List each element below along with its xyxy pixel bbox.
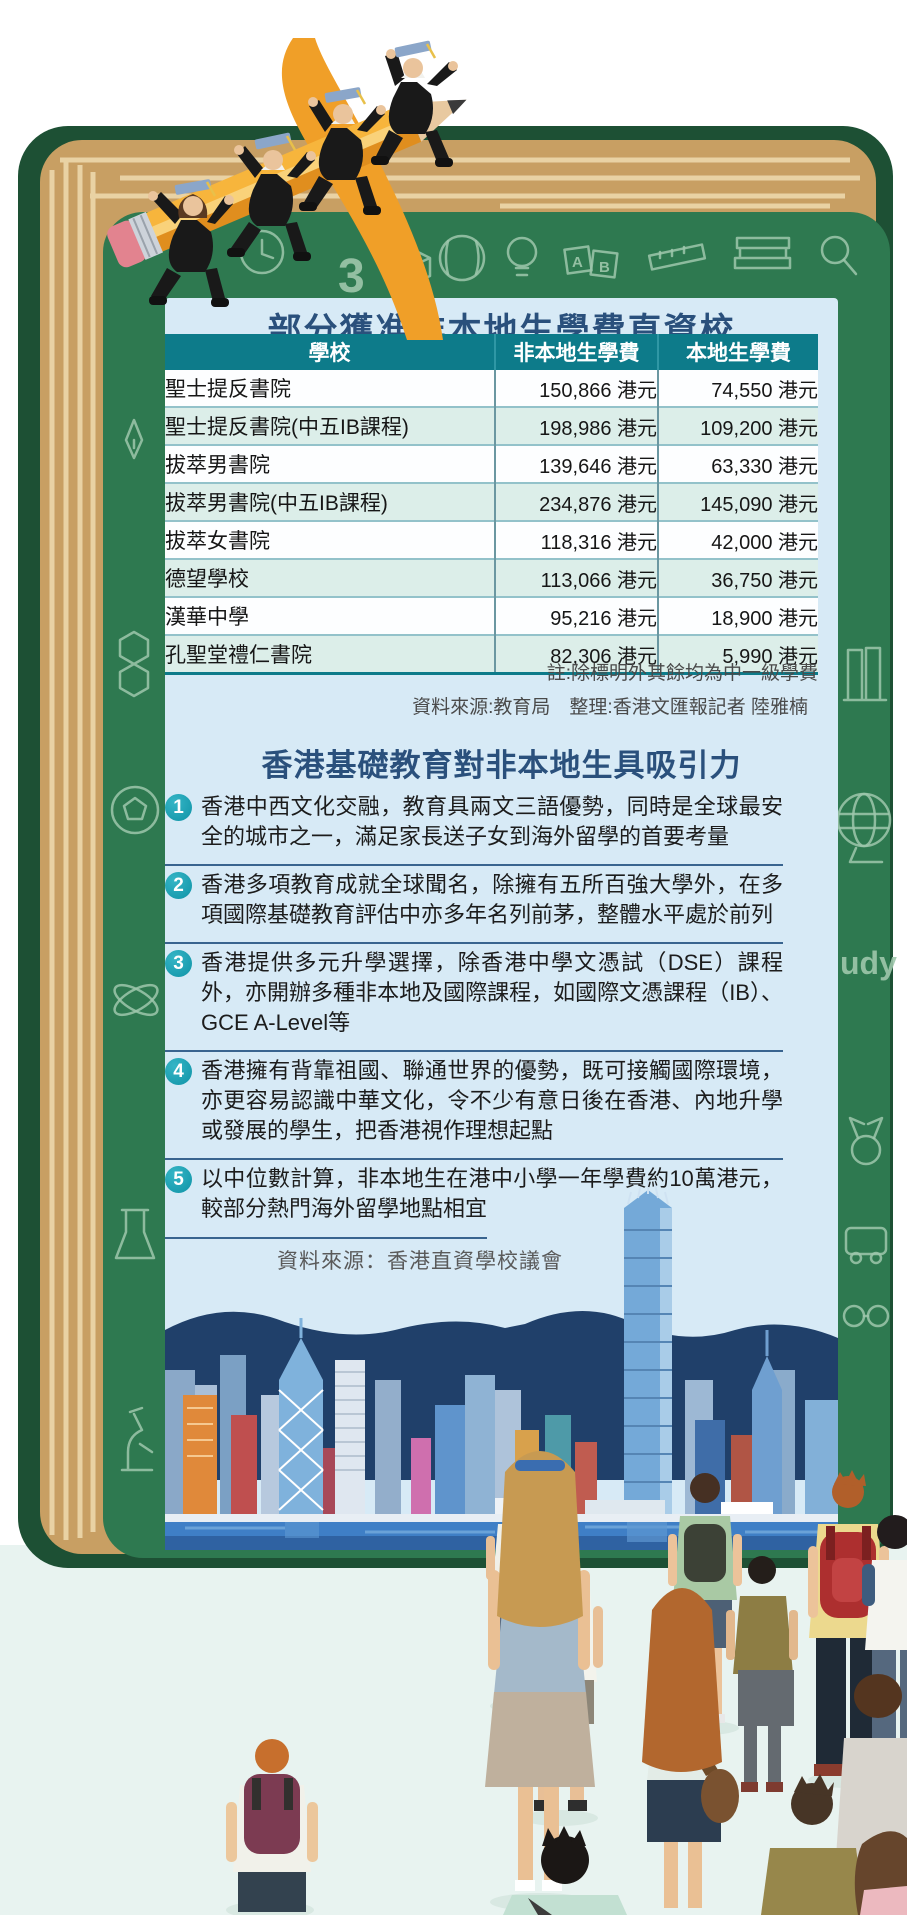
school-name-cell: 聖士提反書院(中五IB課程) xyxy=(165,406,495,445)
central-plaza-tower xyxy=(752,1330,782,1522)
column-header: 本地生學費 xyxy=(657,334,818,370)
school-name-cell: 拔萃女書院 xyxy=(165,520,495,559)
item-number-badge: 4 xyxy=(165,1058,192,1085)
list-item-text: 香港提供多元升學選擇，除香港中學文憑試（DSE）課程外，亦開辦多種非本地及國際課… xyxy=(201,950,783,1035)
local-fee-cell: 109,200 港元 xyxy=(657,406,818,445)
nonlocal-fee-cell: 234,876 港元 xyxy=(494,482,658,521)
person-far-left-boy xyxy=(226,1739,318,1912)
person-olive-kid xyxy=(726,1556,798,1792)
school-name-cell: 漢華中學 xyxy=(165,596,495,635)
table-row: 聖士提反書院 150,866 港元 74,550 港元 xyxy=(165,370,818,407)
list-item-text: 香港中西文化交融，教育具兩文三語優勢，同時是全球最安全的城市之一，滿足家長送子女… xyxy=(201,794,783,849)
table-row: 孔聖堂禮仁書院 82,306 港元 5,990 港元 xyxy=(165,634,818,675)
bottom-source: 資料來源：香港直資學校議會 xyxy=(277,1250,563,1273)
table-row: 德望學校 113,066 港元 36,750 港元 xyxy=(165,558,818,597)
graduate-figure-3 xyxy=(299,87,386,215)
pencil-illustration xyxy=(107,38,467,340)
magnifier-doodle xyxy=(820,235,858,276)
local-fee-cell: 74,550 港元 xyxy=(657,370,818,407)
local-fee-cell: 36,750 港元 xyxy=(657,558,818,597)
book-stack-doodle xyxy=(733,236,792,270)
chalk-study-text: udy xyxy=(840,945,897,981)
school-name-cell: 拔萃男書院 xyxy=(165,444,495,483)
local-fee-cell: 145,090 港元 xyxy=(657,482,818,521)
school-name-cell: 拔萃男書院(中五IB課程) xyxy=(165,482,495,521)
person-black-bob-girl xyxy=(862,1515,907,1740)
graduate-figure-4 xyxy=(371,40,458,167)
person-olive-bottom xyxy=(761,1774,865,1915)
local-fee-cell: 63,330 港元 xyxy=(657,444,818,483)
nonlocal-fee-cell: 150,866 港元 xyxy=(494,370,658,407)
ruler-doodle xyxy=(647,243,707,271)
item-number-badge: 5 xyxy=(165,1166,192,1193)
appeal-section-title: 香港基礎教育對非本地生具吸引力 xyxy=(261,748,742,783)
table-credits: 資料來源:教育局 整理:香港文匯報記者 陸雅楠 xyxy=(412,697,808,718)
list-item: 2 香港多項教育成就全球聞名，除擁有五所百強大學外，在多項國際基礎教育評估中亦多年… xyxy=(165,870,783,944)
globe-doodle xyxy=(836,792,892,864)
local-fee-cell: 5,990 港元 xyxy=(657,634,818,675)
bus-doodle xyxy=(844,1226,888,1265)
glasses-doodle xyxy=(842,1304,890,1328)
nonlocal-fee-cell: 118,316 港元 xyxy=(494,520,658,559)
svg-text:A: A xyxy=(572,254,583,271)
beaker-doodle xyxy=(114,1208,156,1260)
soccer-ball-doodle xyxy=(110,785,160,835)
graduate-figure-1 xyxy=(148,179,234,307)
item-number-badge: 2 xyxy=(165,872,192,899)
table-row: 拔萃男書院(中五IB課程) 234,876 港元 145,090 港元 xyxy=(165,482,818,521)
table-note: 註:除標明外其餘均為中一級學費 xyxy=(546,663,818,684)
nonlocal-fee-cell: 113,066 港元 xyxy=(494,558,658,597)
lightbulb-doodle xyxy=(506,236,538,277)
list-item-text: 香港多項教育成就全球聞名，除擁有五所百強大學外，在多項國際基礎教育評估中亦多年名… xyxy=(201,872,783,927)
nonlocal-fee-cell: 139,646 港元 xyxy=(494,444,658,483)
pen-nib-doodle xyxy=(124,418,144,460)
ifc-tower xyxy=(624,1180,672,1522)
person-spiky-hair-boy xyxy=(503,1826,627,1915)
medal-doodle xyxy=(848,1116,884,1166)
list-item: 1 香港中西文化交融，教育具兩文三語優勢，同時是全球最安全的城市之一，滿足家長送子… xyxy=(165,792,783,866)
school-name-cell: 德望學校 xyxy=(165,558,495,597)
table-row: 拔萃男書院 139,646 港元 63,330 港元 xyxy=(165,444,818,483)
crowd-illustration xyxy=(226,1451,907,1915)
item-number-badge: 3 xyxy=(165,950,192,977)
fees-tbody: 聖士提反書院 150,866 港元 74,550 港元 聖士提反書院(中五IB課程) 1… xyxy=(165,370,818,675)
list-item: 5 以中位數計算，非本地生在港中小學一年學費約10萬港元，較部分熱門海外留學地點相… xyxy=(165,1164,783,1224)
item-number-badge: 1 xyxy=(165,794,192,821)
school-name-cell: 聖士提反書院 xyxy=(165,370,495,407)
table-row: 拔萃女書院 118,316 港元 42,000 港元 xyxy=(165,520,818,559)
school-name-cell: 孔聖堂禮仁書院 xyxy=(165,634,495,675)
books-upright-doodle xyxy=(842,646,888,702)
mid-buildings xyxy=(183,1318,838,1522)
microscope-doodle xyxy=(120,1406,154,1472)
graduate-figure-2 xyxy=(227,132,316,261)
list-item: 3 香港提供多元升學選擇，除香港中學文憑試（DSE）課程外，亦開辦多種非本地及國際… xyxy=(165,948,783,1052)
list-item-text: 以中位數計算，非本地生在港中小學一年學費約10萬港元，較部分熱門海外留學地點相宜 xyxy=(201,1166,783,1221)
nonlocal-fee-cell: 198,986 港元 xyxy=(494,406,658,445)
list-item-text: 香港擁有背靠祖國、聯通世界的優勢，既可接觸國際環境，亦更容易認識中華文化，令不少… xyxy=(201,1058,783,1143)
svg-text:B: B xyxy=(599,259,610,276)
table-row: 聖士提反書院(中五IB課程) 198,986 港元 109,200 港元 xyxy=(165,406,818,445)
column-header: 非本地生學費 xyxy=(494,334,658,370)
list-item: 4 香港擁有背靠祖國、聯通世界的優勢，既可接觸國際環境，亦更容易認識中華文化，令不… xyxy=(165,1056,783,1160)
local-fee-cell: 18,900 港元 xyxy=(657,596,818,635)
chalk-three-text: 3 xyxy=(338,250,365,303)
nonlocal-fee-cell: 82,306 港元 xyxy=(494,634,658,675)
nonlocal-fee-cell: 95,216 港元 xyxy=(494,596,658,635)
appeal-list: 1 香港中西文化交融，教育具兩文三語優勢，同時是全球最安全的城市之一，滿足家長送子… xyxy=(165,792,783,1239)
person-centre-woman xyxy=(485,1451,595,1891)
table-row: 漢華中學 95,216 港元 18,900 港元 xyxy=(165,596,818,635)
bank-of-china-tower xyxy=(278,1318,324,1522)
ball-doodle xyxy=(438,234,486,282)
atom-doodle xyxy=(113,983,159,1017)
hexagons-doodle xyxy=(118,630,150,698)
panel-content: 部分獲准非本地生學費直資校 學校 非本地生學費 本地生學費 聖士提反書院 150,86… xyxy=(165,298,838,1550)
person-auburn-striped-girl xyxy=(642,1588,739,1908)
short-divider-rule xyxy=(165,1237,487,1239)
person-pink-corner-girl xyxy=(854,1831,907,1915)
fees-table: 學校 非本地生學費 本地生學費 聖士提反書院 150,866 港元 74,550 港元聖… xyxy=(165,334,818,675)
local-fee-cell: 42,000 港元 xyxy=(657,520,818,559)
toy-blocks-doodle: A B xyxy=(563,245,619,279)
